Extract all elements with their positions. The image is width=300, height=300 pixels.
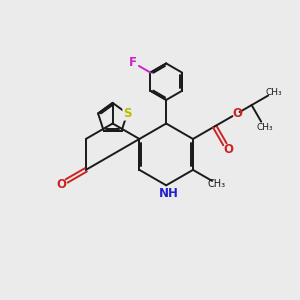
Text: O: O xyxy=(232,107,242,120)
Text: CH₃: CH₃ xyxy=(208,178,226,189)
Text: O: O xyxy=(223,143,233,156)
Text: F: F xyxy=(129,56,137,69)
Text: CH₃: CH₃ xyxy=(266,88,282,97)
Text: O: O xyxy=(56,178,66,191)
Text: S: S xyxy=(123,107,131,120)
Text: CH₃: CH₃ xyxy=(256,123,273,132)
Text: NH: NH xyxy=(159,187,178,200)
